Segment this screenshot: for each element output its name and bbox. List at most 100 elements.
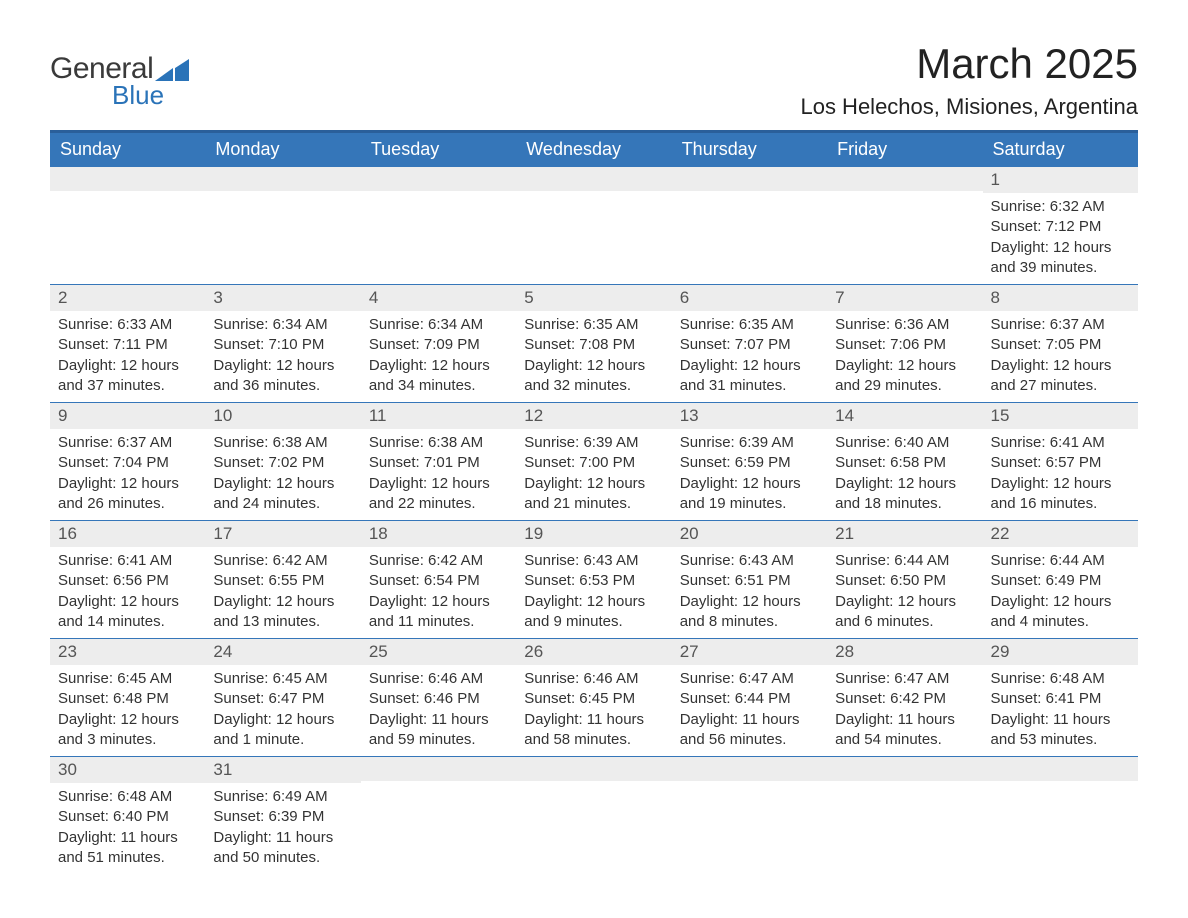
day-number: 14 (827, 403, 982, 429)
calendar-cell: 23Sunrise: 6:45 AMSunset: 6:48 PMDayligh… (50, 639, 205, 757)
day-number: 7 (827, 285, 982, 311)
day-number: 29 (983, 639, 1138, 665)
daylight1-text: Daylight: 12 hours (680, 592, 819, 612)
daylight1-text: Daylight: 12 hours (58, 592, 197, 612)
day-number: 5 (516, 285, 671, 311)
sunset-text: Sunset: 6:57 PM (991, 453, 1130, 473)
day-content: Sunrise: 6:45 AMSunset: 6:47 PMDaylight:… (205, 665, 360, 756)
calendar-cell: 25Sunrise: 6:46 AMSunset: 6:46 PMDayligh… (361, 639, 516, 757)
sunrise-text: Sunrise: 6:48 AM (991, 669, 1130, 689)
calendar-table: SundayMondayTuesdayWednesdayThursdayFrid… (50, 130, 1138, 874)
day-content: Sunrise: 6:43 AMSunset: 6:51 PMDaylight:… (672, 547, 827, 638)
sunrise-text: Sunrise: 6:45 AM (58, 669, 197, 689)
calendar-cell (361, 167, 516, 285)
calendar-cell: 31Sunrise: 6:49 AMSunset: 6:39 PMDayligh… (205, 757, 360, 875)
day-number: 27 (672, 639, 827, 665)
calendar-cell: 10Sunrise: 6:38 AMSunset: 7:02 PMDayligh… (205, 403, 360, 521)
sunrise-text: Sunrise: 6:41 AM (58, 551, 197, 571)
day-content-empty (516, 781, 671, 851)
day-number: 23 (50, 639, 205, 665)
sunset-text: Sunset: 6:40 PM (58, 807, 197, 827)
sunset-text: Sunset: 7:02 PM (213, 453, 352, 473)
daylight1-text: Daylight: 11 hours (369, 710, 508, 730)
calendar-cell: 4Sunrise: 6:34 AMSunset: 7:09 PMDaylight… (361, 285, 516, 403)
day-number: 31 (205, 757, 360, 783)
sunrise-text: Sunrise: 6:47 AM (835, 669, 974, 689)
daylight2-text: and 1 minute. (213, 730, 352, 750)
calendar-cell (516, 757, 671, 875)
day-content: Sunrise: 6:36 AMSunset: 7:06 PMDaylight:… (827, 311, 982, 402)
daylight1-text: Daylight: 11 hours (213, 828, 352, 848)
daylight1-text: Daylight: 12 hours (680, 474, 819, 494)
day-content: Sunrise: 6:47 AMSunset: 6:44 PMDaylight:… (672, 665, 827, 756)
daylight1-text: Daylight: 12 hours (991, 238, 1130, 258)
calendar-cell (205, 167, 360, 285)
sunrise-text: Sunrise: 6:46 AM (524, 669, 663, 689)
sunset-text: Sunset: 6:45 PM (524, 689, 663, 709)
daylight2-text: and 56 minutes. (680, 730, 819, 750)
calendar-cell (516, 167, 671, 285)
day-content: Sunrise: 6:47 AMSunset: 6:42 PMDaylight:… (827, 665, 982, 756)
daylight1-text: Daylight: 12 hours (369, 474, 508, 494)
day-content: Sunrise: 6:40 AMSunset: 6:58 PMDaylight:… (827, 429, 982, 520)
day-content-empty (672, 191, 827, 261)
daylight1-text: Daylight: 12 hours (213, 474, 352, 494)
day-content: Sunrise: 6:49 AMSunset: 6:39 PMDaylight:… (205, 783, 360, 874)
daylight1-text: Daylight: 12 hours (213, 710, 352, 730)
calendar-cell: 11Sunrise: 6:38 AMSunset: 7:01 PMDayligh… (361, 403, 516, 521)
logo: General Blue (50, 52, 189, 111)
day-content: Sunrise: 6:48 AMSunset: 6:41 PMDaylight:… (983, 665, 1138, 756)
day-number-empty (672, 167, 827, 191)
day-number: 30 (50, 757, 205, 783)
sunrise-text: Sunrise: 6:45 AM (213, 669, 352, 689)
daylight1-text: Daylight: 12 hours (991, 474, 1130, 494)
daylight1-text: Daylight: 12 hours (524, 356, 663, 376)
calendar-body: 1Sunrise: 6:32 AMSunset: 7:12 PMDaylight… (50, 167, 1138, 875)
sunset-text: Sunset: 7:05 PM (991, 335, 1130, 355)
calendar-cell: 5Sunrise: 6:35 AMSunset: 7:08 PMDaylight… (516, 285, 671, 403)
sunrise-text: Sunrise: 6:41 AM (991, 433, 1130, 453)
sunset-text: Sunset: 6:54 PM (369, 571, 508, 591)
day-content: Sunrise: 6:44 AMSunset: 6:49 PMDaylight:… (983, 547, 1138, 638)
weekday-header: Saturday (983, 132, 1138, 167)
daylight1-text: Daylight: 12 hours (369, 356, 508, 376)
day-number: 26 (516, 639, 671, 665)
calendar-cell: 20Sunrise: 6:43 AMSunset: 6:51 PMDayligh… (672, 521, 827, 639)
day-content: Sunrise: 6:39 AMSunset: 6:59 PMDaylight:… (672, 429, 827, 520)
sunrise-text: Sunrise: 6:39 AM (680, 433, 819, 453)
day-content: Sunrise: 6:32 AMSunset: 7:12 PMDaylight:… (983, 193, 1138, 284)
day-content: Sunrise: 6:41 AMSunset: 6:57 PMDaylight:… (983, 429, 1138, 520)
daylight1-text: Daylight: 11 hours (991, 710, 1130, 730)
day-number-empty (50, 167, 205, 191)
sunrise-text: Sunrise: 6:42 AM (213, 551, 352, 571)
day-content: Sunrise: 6:34 AMSunset: 7:09 PMDaylight:… (361, 311, 516, 402)
daylight1-text: Daylight: 12 hours (58, 474, 197, 494)
sunset-text: Sunset: 6:41 PM (991, 689, 1130, 709)
calendar-cell: 17Sunrise: 6:42 AMSunset: 6:55 PMDayligh… (205, 521, 360, 639)
calendar-cell (672, 167, 827, 285)
daylight1-text: Daylight: 12 hours (835, 474, 974, 494)
daylight2-text: and 59 minutes. (369, 730, 508, 750)
sunset-text: Sunset: 6:59 PM (680, 453, 819, 473)
sunrise-text: Sunrise: 6:39 AM (524, 433, 663, 453)
calendar-week-row: 9Sunrise: 6:37 AMSunset: 7:04 PMDaylight… (50, 403, 1138, 521)
daylight2-text: and 27 minutes. (991, 376, 1130, 396)
location-title: Los Helechos, Misiones, Argentina (800, 94, 1138, 120)
calendar-cell: 2Sunrise: 6:33 AMSunset: 7:11 PMDaylight… (50, 285, 205, 403)
daylight1-text: Daylight: 12 hours (835, 592, 974, 612)
sunset-text: Sunset: 7:04 PM (58, 453, 197, 473)
sunset-text: Sunset: 6:56 PM (58, 571, 197, 591)
sunset-text: Sunset: 6:46 PM (369, 689, 508, 709)
day-number: 22 (983, 521, 1138, 547)
sunset-text: Sunset: 7:07 PM (680, 335, 819, 355)
calendar-week-row: 16Sunrise: 6:41 AMSunset: 6:56 PMDayligh… (50, 521, 1138, 639)
sunrise-text: Sunrise: 6:43 AM (680, 551, 819, 571)
daylight2-text: and 6 minutes. (835, 612, 974, 632)
day-number: 24 (205, 639, 360, 665)
calendar-cell (983, 757, 1138, 875)
calendar-cell: 14Sunrise: 6:40 AMSunset: 6:58 PMDayligh… (827, 403, 982, 521)
daylight2-text: and 54 minutes. (835, 730, 974, 750)
daylight2-text: and 50 minutes. (213, 848, 352, 868)
daylight1-text: Daylight: 11 hours (524, 710, 663, 730)
day-number: 1 (983, 167, 1138, 193)
